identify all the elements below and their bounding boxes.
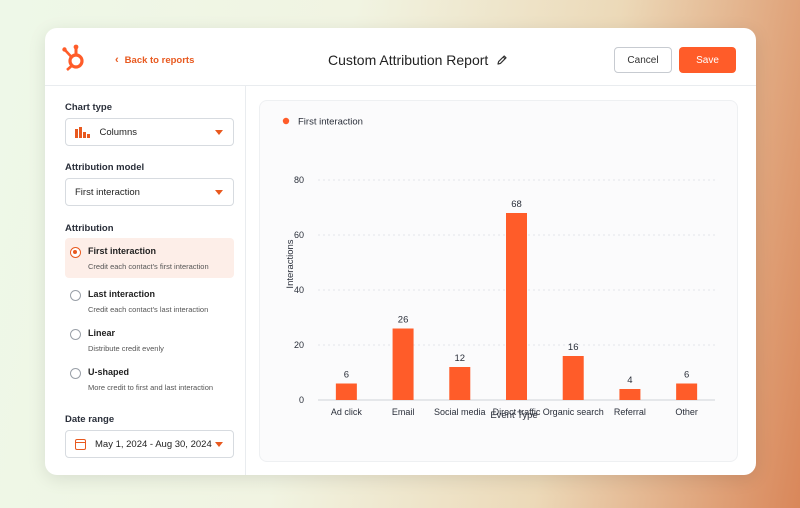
radio-title: U-shaped (88, 367, 130, 377)
chevron-left-icon: ‹ (115, 54, 119, 66)
bar (619, 389, 641, 400)
radio-title: Linear (88, 328, 116, 338)
x-tick-label: Referral (614, 407, 646, 417)
chart-type-value: Columns (99, 126, 138, 138)
date-range-label: Date range (65, 414, 115, 425)
radio-unselected-icon[interactable] (70, 329, 81, 340)
y-tick-label: 80 (294, 175, 304, 185)
x-tick-label: Social media (434, 407, 486, 417)
cancel-button[interactable]: Cancel (614, 47, 672, 73)
y-axis-title: Interactions (285, 239, 296, 288)
back-label: Back to reports (124, 54, 195, 66)
radio-unselected-icon[interactable] (70, 368, 81, 379)
legend-marker (282, 117, 290, 125)
bar (562, 356, 584, 400)
radio-description: Distribute credit evenly (88, 344, 164, 353)
x-tick-label: Ad click (331, 407, 363, 417)
data-label: 12 (454, 353, 465, 364)
radio-title: Last interaction (88, 289, 156, 299)
date-range-picker[interactable]: May 1, 2024 - Aug 30, 2024 (65, 430, 234, 458)
bar (392, 328, 414, 400)
page-title: Custom Attribution Report (328, 52, 508, 68)
radio-description: More credit to first and last interactio… (88, 383, 214, 392)
x-tick-label: Other (675, 407, 698, 417)
column-chart-icon (75, 126, 90, 138)
y-tick-label: 0 (299, 395, 304, 405)
x-tick-label: Organic search (543, 407, 604, 417)
pencil-edit-icon[interactable] (496, 54, 508, 66)
y-tick-label: 20 (294, 340, 304, 350)
hubspot-logo-icon (62, 44, 84, 71)
date-range-value: May 1, 2024 - Aug 30, 2024 (95, 438, 212, 450)
attribution-model-label: Attribution model (65, 162, 145, 173)
report-title: Custom Attribution Report (328, 52, 489, 68)
bar (335, 383, 357, 400)
chart-panel: First interaction 0 20 40 60 80 Ad click Emai… (259, 100, 738, 462)
data-label: 16 (568, 342, 579, 353)
data-label: 6 (684, 370, 689, 381)
data-label: 68 (511, 199, 522, 210)
caret-down-icon (215, 442, 223, 447)
x-tick-label: Email (392, 407, 415, 417)
radio-description: Credit each contact's first interaction (88, 262, 209, 271)
radio-option-u-shaped[interactable]: U-shaped More credit to first and last i… (65, 359, 234, 399)
data-label: 6 (344, 370, 349, 381)
bar (449, 367, 471, 400)
x-tick-label: Direct traffic (493, 407, 541, 417)
column-chart: First interaction 0 20 40 60 80 Ad click Emai… (282, 117, 715, 421)
settings-sidebar: Chart type Columns Attribution model Fir… (45, 86, 246, 475)
radio-option-last-interaction[interactable]: Last interaction Credit each contact's l… (65, 281, 234, 321)
caret-down-icon (215, 130, 223, 135)
y-tick-label: 40 (294, 285, 304, 295)
chart-type-label: Chart type (65, 102, 112, 113)
save-button[interactable]: Save (679, 47, 736, 73)
radio-description: Credit each contact's last interaction (88, 305, 209, 314)
caret-down-icon (215, 190, 223, 195)
bar (676, 383, 698, 400)
radio-selected-icon[interactable] (70, 247, 81, 258)
back-to-reports-link[interactable]: ‹ Back to reports (115, 54, 194, 66)
radio-option-first-interaction[interactable]: First interaction Credit each contact's … (65, 238, 234, 278)
header: ‹ Back to reports Custom Attribution Rep… (45, 28, 756, 86)
data-label: 26 (398, 315, 409, 326)
x-axis-title: Event Type (490, 410, 537, 421)
attribution-label: Attribution (65, 223, 114, 234)
calendar-icon (75, 438, 86, 450)
report-card: ‹ Back to reports Custom Attribution Rep… (45, 28, 756, 475)
y-tick-label: 60 (294, 230, 304, 240)
bar (506, 213, 527, 400)
legend-label: First interaction (298, 117, 363, 128)
radio-unselected-icon[interactable] (70, 290, 81, 301)
data-label: 4 (627, 375, 632, 386)
chart-type-select[interactable]: Columns (65, 118, 234, 146)
attribution-model-value: First interaction (75, 186, 140, 198)
attribution-model-select[interactable]: First interaction (65, 178, 234, 206)
radio-title: First interaction (88, 246, 157, 256)
radio-option-linear[interactable]: Linear Distribute credit evenly (65, 320, 234, 360)
